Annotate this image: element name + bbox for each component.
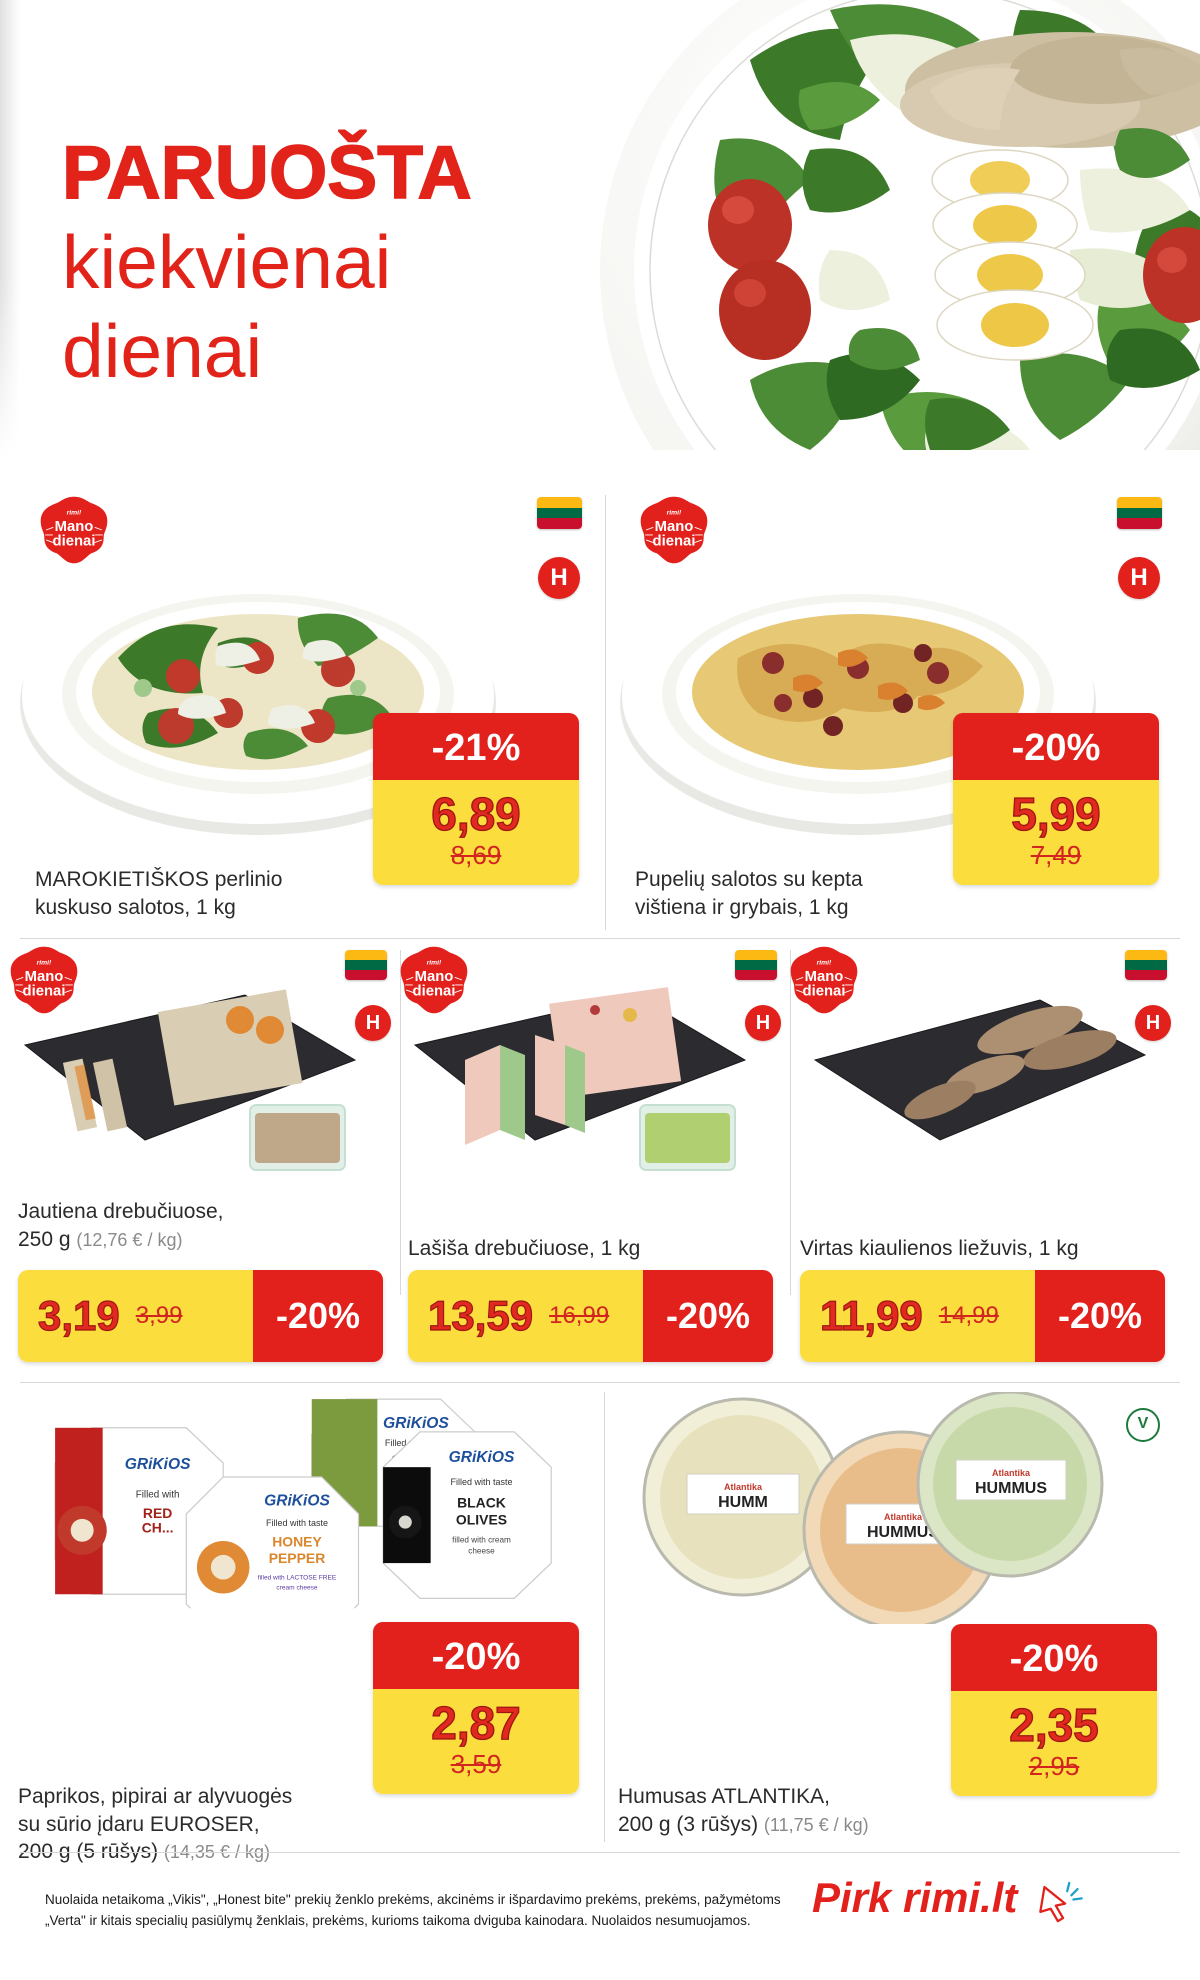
svg-text:Filled with taste: Filled with taste xyxy=(450,1477,512,1487)
svg-text:cheese: cheese xyxy=(468,1546,495,1555)
svg-text:cream cheese: cream cheese xyxy=(276,1584,317,1591)
svg-text:RED: RED xyxy=(143,1505,172,1521)
svg-text:Filled with: Filled with xyxy=(136,1490,180,1501)
svg-text:HONEY: HONEY xyxy=(272,1534,322,1550)
svg-text:Atlantika: Atlantika xyxy=(724,1482,763,1492)
svg-text:GRiKiOS: GRiKiOS xyxy=(383,1415,449,1432)
svg-text:HUMMUS: HUMMUS xyxy=(975,1480,1047,1497)
svg-text:GRiKiOS: GRiKiOS xyxy=(449,1449,515,1466)
svg-text:BLACK: BLACK xyxy=(457,1494,506,1510)
svg-text:GRiKiOS: GRiKiOS xyxy=(264,1493,330,1510)
svg-text:HUMM: HUMM xyxy=(718,1494,768,1511)
svg-text:Atlantika: Atlantika xyxy=(992,1468,1031,1478)
svg-text:GRiKiOS: GRiKiOS xyxy=(125,1456,191,1473)
svg-text:filled with LACTOSE FREE: filled with LACTOSE FREE xyxy=(258,1575,337,1582)
svg-text:CH...: CH... xyxy=(142,1520,174,1536)
svg-text:filled with cream: filled with cream xyxy=(452,1536,511,1545)
svg-text:OLIVES: OLIVES xyxy=(456,1512,507,1528)
svg-text:Filled with taste: Filled with taste xyxy=(266,1518,328,1528)
svg-text:Atlantika: Atlantika xyxy=(884,1512,923,1522)
svg-text:PEPPER: PEPPER xyxy=(269,1550,326,1566)
